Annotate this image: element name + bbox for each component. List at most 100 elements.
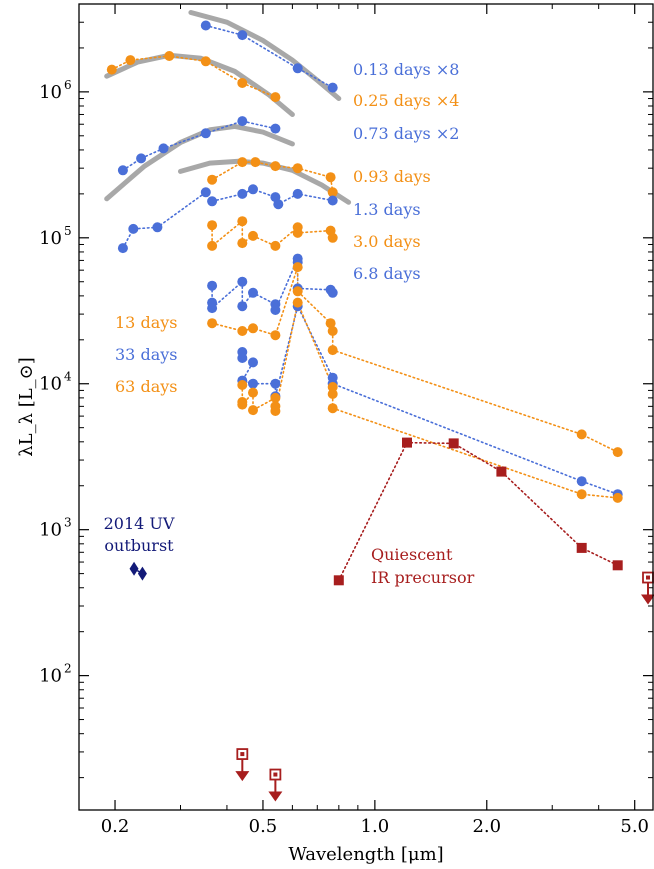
- point-s2-3: [200, 128, 211, 139]
- upper-limit-markers: [235, 571, 654, 802]
- point-s2-5: [270, 123, 281, 134]
- blackbody-fit-curves: [104, 10, 352, 205]
- point-s7-6: [325, 318, 336, 329]
- x-tick-label-0: 0.2: [101, 816, 130, 837]
- point-s3-5: [325, 172, 336, 183]
- y-tick-exp-2: 4: [64, 370, 72, 384]
- point-s2-2: [158, 143, 169, 154]
- point-s11-3: [496, 466, 507, 477]
- point-s11-1: [402, 437, 412, 448]
- point-s8-10: [576, 476, 587, 487]
- ir-precursor-label-line1: Quiescent: [371, 545, 453, 564]
- label-013-days: 0.13 days ×8: [353, 60, 459, 79]
- series-line-0: [205, 24, 334, 89]
- label-63-days: 63 days: [115, 377, 177, 396]
- label-025-days: 0.25 days ×4: [353, 91, 459, 110]
- point-s6-7: [270, 305, 281, 315]
- data-markers: [106, 20, 623, 586]
- point-s9-7: [270, 406, 281, 416]
- point-s5-0: [207, 220, 218, 231]
- point-s2-4: [237, 116, 248, 127]
- upper-limit-dot-0: [240, 752, 245, 757]
- y-tick-exp-4: 6: [64, 78, 72, 92]
- point-s1-2: [164, 51, 175, 61]
- point-s0-2: [292, 63, 303, 74]
- point-s9-4: [248, 405, 258, 416]
- point-s7-1: [237, 326, 248, 336]
- point-s3-2: [250, 157, 261, 168]
- point-s6-3: [237, 276, 248, 287]
- point-s0-1: [237, 30, 248, 41]
- point-s11-2: [448, 438, 459, 449]
- point-s7-3: [270, 330, 281, 341]
- series-line-8: [241, 303, 619, 495]
- point-s3-1: [237, 157, 248, 168]
- point-s3-4: [292, 163, 303, 174]
- upper-limit-dot-1: [273, 772, 278, 777]
- point-s11-5: [612, 560, 623, 571]
- series-line-7: [211, 266, 619, 453]
- label-073-days: 0.73 days ×2: [353, 124, 459, 143]
- point-s7-5: [292, 286, 303, 297]
- epoch-labels: 0.13 days ×8 0.25 days ×4 0.73 days ×2 0…: [104, 60, 475, 587]
- point-s4-3: [200, 187, 211, 198]
- point-s5-1: [207, 240, 218, 251]
- point-s6-5: [248, 287, 258, 298]
- point-s8-5: [270, 378, 281, 389]
- y-tick-label-1: 10: [39, 520, 62, 541]
- upper-limit-dot-2: [646, 575, 650, 580]
- point-s8-4: [248, 378, 258, 389]
- point-s9-11: [327, 403, 338, 414]
- upper-limit-2: [641, 571, 654, 605]
- point-s5-2: [237, 216, 248, 227]
- point-s5-4: [248, 230, 258, 241]
- x-tick-label-2: 1.0: [361, 816, 390, 837]
- upper-limit-arrow-1: [268, 791, 283, 802]
- y-tick-label-3: 10: [39, 228, 62, 249]
- point-s10-1: [137, 566, 147, 581]
- point-s9-3: [248, 387, 258, 398]
- label-68-days: 6.8 days: [353, 264, 421, 283]
- y-tick-exp-3: 5: [64, 224, 72, 238]
- point-s4-9: [292, 188, 303, 199]
- point-s9-2: [237, 399, 248, 410]
- point-s3-3: [270, 161, 281, 172]
- uv-outburst-label-line1: 2014 UV: [104, 514, 175, 533]
- point-s0-3: [327, 82, 338, 93]
- label-33-days: 33 days: [115, 345, 177, 364]
- series-line-5: [211, 219, 334, 248]
- series-line-4: [122, 188, 334, 249]
- point-s7-7: [327, 326, 338, 336]
- point-s6-2: [207, 303, 218, 314]
- point-s9-9: [327, 382, 338, 392]
- point-s7-4: [292, 262, 303, 273]
- point-s4-1: [128, 223, 139, 234]
- point-s7-9: [576, 429, 587, 440]
- point-s5-9: [327, 232, 338, 243]
- point-s4-10: [327, 195, 338, 206]
- point-s9-5: [270, 392, 281, 403]
- fit-curve-0: [188, 10, 342, 101]
- point-s10-0: [129, 561, 139, 576]
- series-line-9: [241, 299, 619, 499]
- y-tick-exp-1: 3: [64, 516, 72, 530]
- point-s9-8: [292, 297, 303, 308]
- point-s11-0: [333, 575, 344, 586]
- point-s4-6: [248, 184, 258, 195]
- point-s2-0: [117, 165, 128, 176]
- point-s5-5: [270, 240, 281, 251]
- label-13-days: 1.3 days: [353, 200, 421, 219]
- point-s5-7: [292, 227, 303, 238]
- point-s5-3: [237, 238, 248, 249]
- label-30-days: 3.0 days: [353, 232, 421, 251]
- point-s7-8: [327, 345, 338, 356]
- plot-frame: [78, 3, 654, 811]
- label-093-days: 0.93 days: [353, 167, 431, 186]
- upper-limit-arrow-2: [641, 594, 654, 605]
- point-s6-12: [327, 287, 338, 298]
- point-s7-2: [248, 323, 258, 334]
- y-tick-label-4: 10: [39, 82, 62, 103]
- point-s9-10: [327, 389, 338, 399]
- fit-curve-1: [104, 52, 295, 117]
